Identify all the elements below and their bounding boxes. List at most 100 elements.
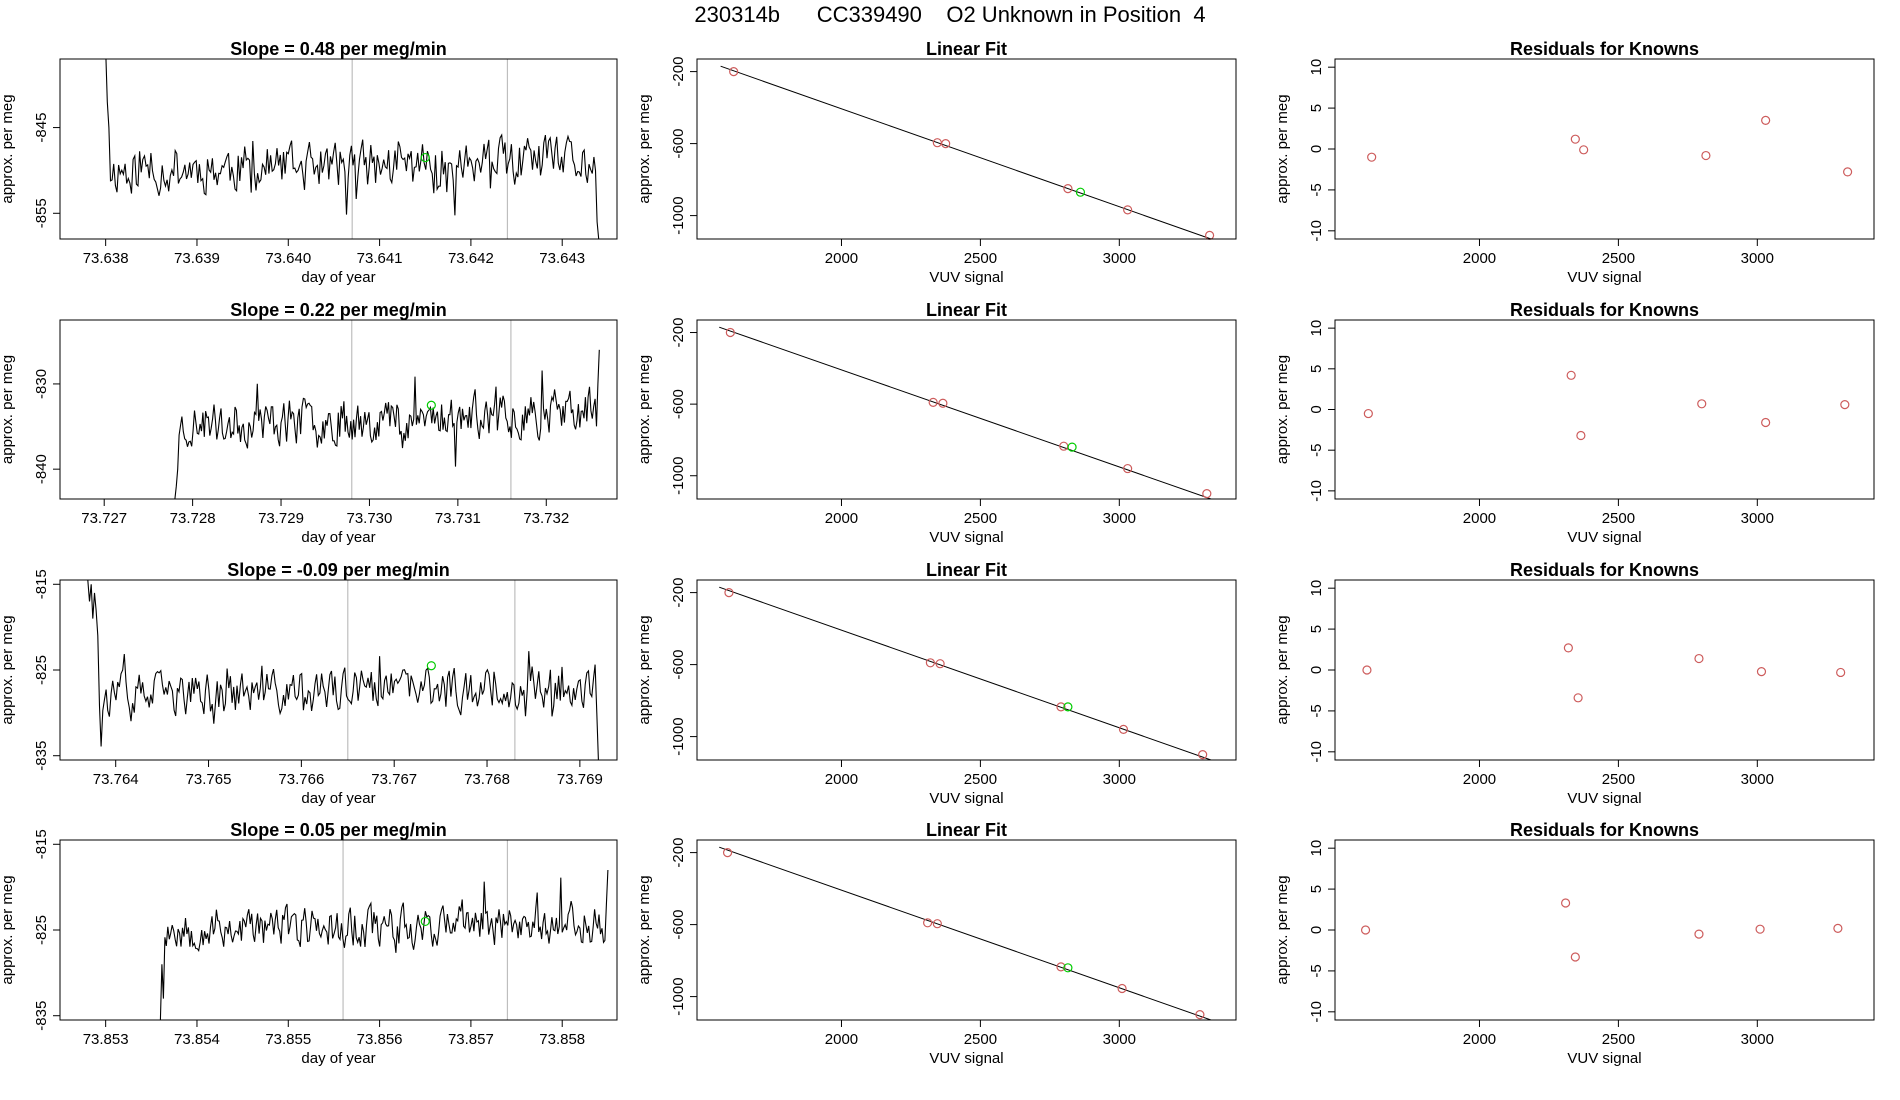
y-tick-label: -600 <box>670 129 687 159</box>
residual-point <box>1761 115 1771 125</box>
plot-frame <box>59 58 618 240</box>
panel-residuals-row-2: Residuals for Knowns VUV signal approx. pe… <box>1274 300 1875 546</box>
series-line <box>105 59 600 239</box>
y-tick-label: -855 <box>33 198 50 228</box>
x-axis-label: day of year <box>301 529 375 546</box>
known-point <box>1202 489 1212 499</box>
residual-point <box>1573 693 1583 703</box>
x-tick-label: 73.855 <box>265 1031 311 1048</box>
y-axis-label: approx. per meg <box>1274 875 1291 984</box>
known-point <box>935 659 945 669</box>
y-tick-label: -600 <box>670 650 687 680</box>
y-tick-label: 10 <box>1308 59 1325 76</box>
y-axis-label: approx. per meg <box>1274 94 1291 203</box>
y-axis-label: approx. per meg <box>636 94 653 203</box>
y-tick-label: -5 <box>1308 183 1325 196</box>
x-tick-label: 2500 <box>964 771 997 788</box>
residual-point <box>1833 923 1843 933</box>
x-tick-label: 73.643 <box>539 250 585 267</box>
residual-point <box>1694 653 1704 664</box>
fit-line <box>720 65 1212 239</box>
y-tick-label: -830 <box>33 369 50 399</box>
x-tick-label: 2000 <box>825 250 858 267</box>
x-tick-label: 2000 <box>825 1031 858 1048</box>
panel-linear-fit-row-2: Linear Fit VUV signal approx. per meg 2000 2… <box>636 300 1237 546</box>
x-axis-label: VUV signal <box>1567 790 1641 807</box>
x-tick-label: 2500 <box>964 1031 997 1048</box>
x-tick-label: 73.765 <box>186 771 232 788</box>
y-tick-label: -10 <box>1308 480 1325 502</box>
plot-frame <box>59 319 618 500</box>
x-tick-label: 3000 <box>1741 510 1774 527</box>
unknown-point <box>1063 963 1073 973</box>
x-tick-label: 73.640 <box>265 250 311 267</box>
y-tick-label: -10 <box>1308 220 1325 242</box>
x-tick-label: 2000 <box>1463 250 1496 267</box>
residual-point <box>1836 667 1846 678</box>
known-point <box>722 847 733 858</box>
plot-frame <box>696 839 1237 1021</box>
y-axis-label: approx. per meg <box>0 615 16 724</box>
x-axis-label: day of year <box>301 790 375 807</box>
y-tick-label: -200 <box>670 57 687 87</box>
panel-title: Linear Fit <box>926 820 1007 840</box>
known-point <box>1118 724 1129 735</box>
y-tick-label: -5 <box>1308 964 1325 977</box>
panel-title: Slope = 0.48 per meg/min <box>230 39 447 59</box>
plot-frame <box>696 319 1237 500</box>
plot-frame <box>1334 319 1875 500</box>
y-tick-label: -1000 <box>670 977 687 1015</box>
unknown-point <box>1075 187 1086 197</box>
plot-frame <box>1334 839 1875 1021</box>
known-point <box>1195 1009 1205 1020</box>
x-tick-label: 73.731 <box>435 510 481 527</box>
y-tick-label: -200 <box>670 578 687 608</box>
unknown-point <box>420 152 430 163</box>
y-tick-label: 10 <box>1308 320 1325 337</box>
y-tick-label: 0 <box>1308 926 1325 934</box>
panel-title: Residuals for Knowns <box>1510 39 1699 59</box>
y-tick-label: 0 <box>1308 145 1325 153</box>
unknown-point <box>1063 702 1073 712</box>
y-axis-label: approx. per meg <box>636 355 653 464</box>
known-point <box>1063 184 1073 194</box>
residual-point <box>1360 925 1371 935</box>
x-tick-label: 73.766 <box>278 771 324 788</box>
plot-frame <box>1334 579 1875 761</box>
y-tick-label: -10 <box>1308 1001 1325 1023</box>
fit-line <box>719 586 1212 760</box>
unknown-point <box>426 661 436 671</box>
y-tick-label: -845 <box>33 113 50 143</box>
y-tick-label: -835 <box>33 1001 50 1031</box>
residual-point <box>1570 134 1580 144</box>
residual-point <box>1755 924 1765 934</box>
fit-line <box>719 326 1212 499</box>
x-tick-label: 73.641 <box>357 250 403 267</box>
x-tick-label: 73.638 <box>83 250 129 267</box>
plot-frame <box>59 579 618 761</box>
y-axis-label: approx. per meg <box>1274 615 1291 724</box>
unknown-point <box>1067 442 1077 452</box>
x-tick-label: 3000 <box>1741 250 1774 267</box>
y-tick-label: 5 <box>1308 625 1325 633</box>
residual-point <box>1563 643 1573 653</box>
y-axis-label: approx. per meg <box>636 615 653 724</box>
x-tick-label: 3000 <box>1741 1031 1774 1048</box>
plot-frame <box>696 58 1237 240</box>
x-tick-label: 73.764 <box>93 771 139 788</box>
series-line <box>174 349 600 499</box>
panel-title: Linear Fit <box>926 560 1007 580</box>
unknown-point <box>426 400 436 410</box>
known-point <box>925 658 935 668</box>
fit-line <box>719 846 1212 1020</box>
x-tick-label: 3000 <box>1103 510 1136 527</box>
figure-title: 230314b CC339490 O2 Unknown in Position … <box>694 2 1206 27</box>
panel-title: Slope = 0.22 per meg/min <box>230 300 447 320</box>
y-tick-label: -1000 <box>670 717 687 755</box>
known-point <box>1117 983 1127 994</box>
x-tick-label: 73.642 <box>448 250 494 267</box>
y-tick-label: 5 <box>1308 365 1325 373</box>
residual-point <box>1570 952 1580 962</box>
